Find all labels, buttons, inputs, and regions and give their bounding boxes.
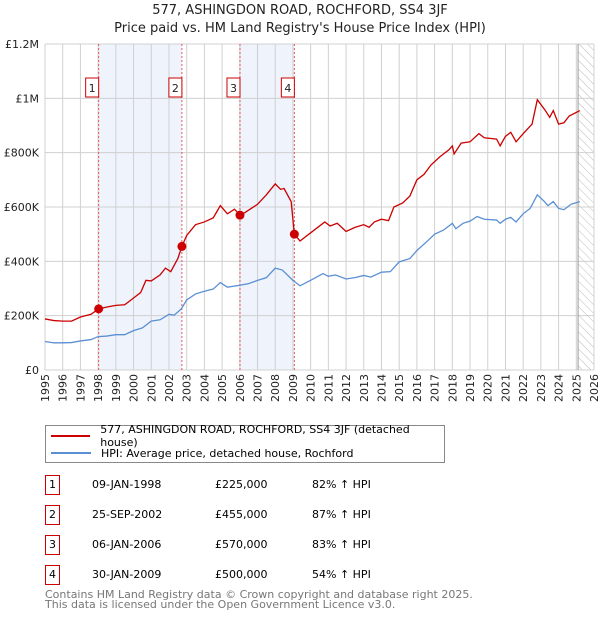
x-tick-label: 2010 — [305, 374, 318, 402]
sale-date: 25-SEP-2002 — [92, 508, 163, 521]
y-tick-label: £800K — [4, 147, 40, 160]
x-tick-label: 2021 — [499, 374, 512, 402]
y-tick-label: £1M — [16, 92, 40, 105]
legend: 577, ASHINGDON ROAD, ROCHFORD, SS4 3JF (… — [45, 423, 445, 463]
x-tick-label: 2013 — [358, 374, 371, 402]
x-tick-label: 2011 — [322, 374, 335, 402]
x-tick-label: 2018 — [446, 374, 459, 402]
footer-line: This data is licensed under the Open Gov… — [45, 598, 396, 611]
sale-point — [94, 304, 104, 314]
x-tick-label: 2020 — [482, 374, 495, 402]
legend-swatch-blue — [51, 452, 91, 454]
x-tick-label: 2005 — [216, 374, 229, 402]
x-tick-label: 1997 — [74, 374, 87, 402]
footer: Contains HM Land Registry data © Crown c… — [45, 588, 473, 611]
sale-hpi-diff: 54% ↑ HPI — [312, 568, 371, 581]
x-tick-label: 2025 — [570, 374, 583, 402]
x-tick-label: 2024 — [553, 374, 566, 402]
x-tick-label: 2026 — [588, 374, 600, 402]
sale-number-badge: 3 — [45, 535, 60, 555]
sale-date: 09-JAN-1998 — [92, 478, 162, 491]
x-tick-label: 2008 — [269, 374, 282, 402]
x-tick-label: 2009 — [287, 374, 300, 402]
hpi-line — [44, 193, 581, 344]
sale-label-box — [85, 77, 100, 98]
y-tick-label: £400K — [4, 255, 40, 268]
sale-label-box — [280, 77, 295, 98]
footer-line: Contains HM Land Registry data © Crown c… — [45, 588, 473, 601]
legend-item-hpi: HPI: Average price, detached house, Roch… — [46, 445, 353, 461]
x-tick-label: 2007 — [252, 374, 265, 402]
y-tick-label: £200K — [4, 310, 40, 323]
x-tick-label: 2017 — [429, 374, 442, 402]
chart-title: 577, ASHINGDON ROAD, ROCHFORD, SS4 3JF — [152, 3, 448, 18]
legend-swatch-red — [51, 435, 91, 437]
x-tick-label: 2002 — [163, 374, 176, 402]
sale-hpi-diff: 83% ↑ HPI — [312, 538, 371, 551]
sale-label-box — [226, 77, 241, 98]
sale-hpi-diff: 82% ↑ HPI — [312, 478, 371, 491]
sale-point — [177, 241, 187, 251]
chart-subtitle: Price paid vs. HM Land Registry's House … — [114, 21, 486, 36]
x-tick-label: 2019 — [464, 374, 477, 402]
x-tick-label: 1996 — [57, 374, 70, 402]
y-tick-label: £1.2M — [5, 38, 39, 51]
sale-label: 2 — [172, 82, 179, 95]
x-tick-label: 2006 — [234, 374, 247, 402]
sale-number-badge: 1 — [45, 475, 60, 495]
x-tick-label: 2023 — [535, 374, 548, 402]
sale-number-badge: 4 — [45, 565, 60, 585]
sale-price: £500,000 — [215, 568, 268, 581]
sale-number-badge: 2 — [45, 505, 60, 525]
sale-row: 2 25-SEP-2002 £455,000 87% ↑ HPI — [45, 505, 465, 525]
sale-label: 1 — [89, 82, 96, 95]
sale-label: 4 — [284, 82, 291, 95]
x-tick-label: 2003 — [181, 374, 194, 402]
sale-price: £570,000 — [215, 538, 268, 551]
x-tick-label: 2004 — [198, 374, 211, 402]
sale-row: 1 09-JAN-1998 £225,000 82% ↑ HPI — [45, 475, 465, 495]
sale-label-box — [168, 77, 183, 98]
x-tick-label: 1999 — [110, 374, 123, 402]
x-tick-label: 1998 — [92, 374, 105, 402]
x-tick-label: 2012 — [340, 374, 353, 402]
x-tick-label: 2000 — [128, 374, 141, 402]
sale-date: 06-JAN-2006 — [92, 538, 162, 551]
x-tick-label: 2014 — [375, 374, 388, 402]
sale-point — [235, 210, 245, 220]
sale-hpi-diff: 87% ↑ HPI — [312, 508, 371, 521]
sale-price: £225,000 — [215, 478, 268, 491]
sale-point — [289, 229, 299, 239]
x-tick-label: 1995 — [39, 374, 52, 402]
x-tick-label: 2015 — [393, 374, 406, 402]
x-tick-label: 2001 — [145, 374, 158, 402]
sale-price: £455,000 — [215, 508, 268, 521]
legend-label: 577, ASHINGDON ROAD, ROCHFORD, SS4 3JF (… — [100, 423, 410, 449]
y-tick-label: £600K — [4, 201, 40, 214]
x-tick-label: 2022 — [517, 374, 530, 402]
sale-row: 4 30-JAN-2009 £500,000 54% ↑ HPI — [45, 565, 465, 585]
sale-date: 30-JAN-2009 — [92, 568, 162, 581]
legend-label: HPI: Average price, detached house, Roch… — [101, 446, 354, 460]
sale-row: 3 06-JAN-2006 £570,000 83% ↑ HPI — [45, 535, 465, 555]
price-chart: 1995 1996 1997 1998 1999 2000 2001 2002 2003 2004… — [4, 38, 600, 402]
legend-item-property: 577, ASHINGDON ROAD, ROCHFORD, SS4 3JF (… — [46, 423, 444, 449]
x-tick-label: 2016 — [411, 374, 424, 402]
sale-label: 3 — [230, 82, 237, 95]
y-tick-label: £0 — [25, 364, 39, 377]
property-price-line — [44, 98, 581, 322]
